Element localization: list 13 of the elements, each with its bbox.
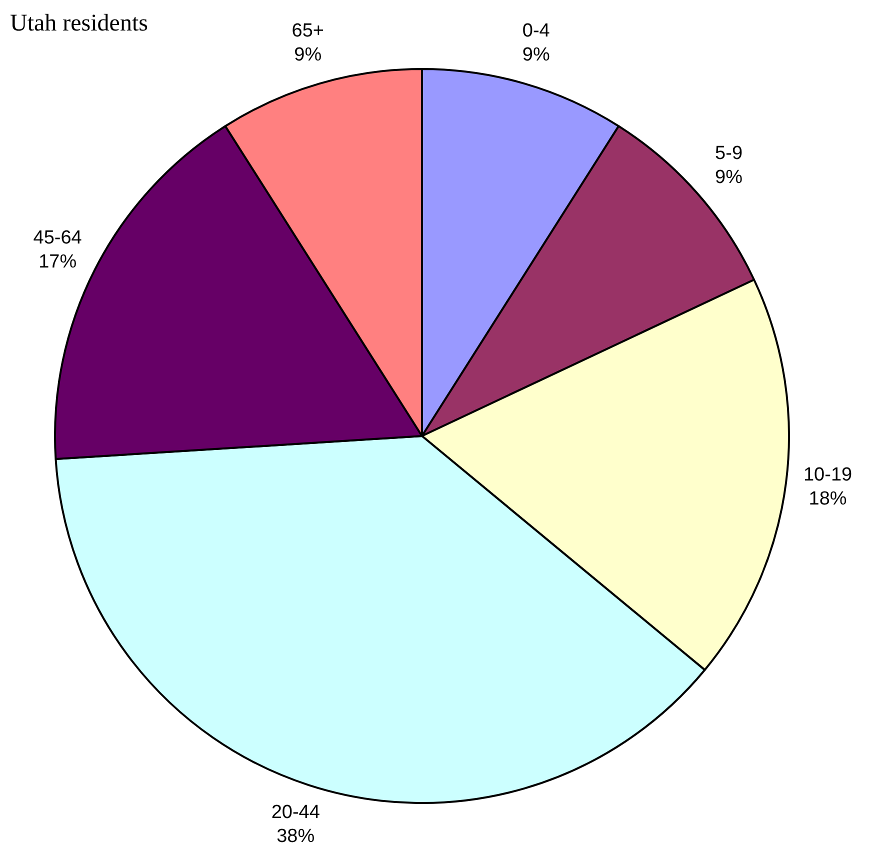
slice-label: 10-19 — [803, 464, 852, 486]
data-label: 17% — [38, 252, 77, 273]
data-label: 9% — [522, 44, 550, 66]
data-label: 9% — [294, 44, 322, 66]
data-label: 18% — [808, 488, 847, 510]
data-label: 38% — [276, 826, 315, 848]
slice-label: 65+ — [292, 20, 324, 42]
slice-label: 0-4 — [522, 20, 550, 42]
slice-label: 20-44 — [271, 802, 320, 824]
slice-label: 45-64 — [33, 228, 82, 249]
slice-label: 5-9 — [715, 142, 743, 164]
data-label: 9% — [715, 166, 743, 188]
chart-title: Utah residents — [10, 10, 148, 36]
